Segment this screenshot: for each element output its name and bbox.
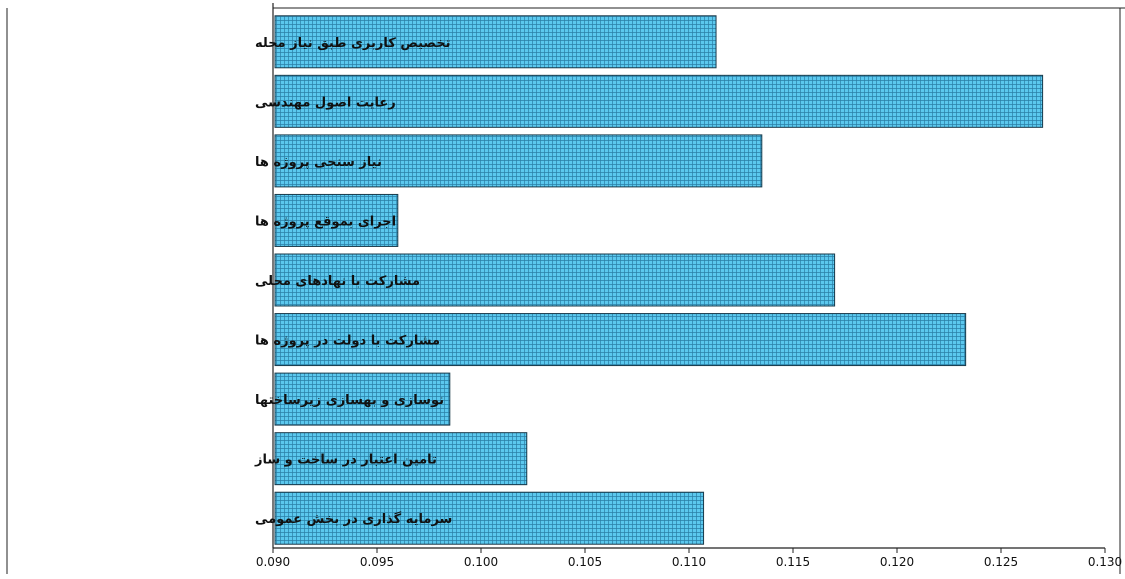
category-label: مشارکت با دولت در پروژه ها [255,334,440,349]
bar [274,15,717,69]
category-label: تامین اعتبار در ساخت و ساز [254,453,437,468]
category-label: اجرای بموقع پروژه ها [255,214,396,229]
x-tick-label: 0.110 [672,555,706,569]
x-tick-label: 0.115 [776,555,810,569]
x-tick-label: 0.100 [464,555,498,569]
category-label: نوسازی و بهسازی زیرساختها [255,393,444,408]
category-label: نیاز سنجی پروژه ها [255,155,382,170]
x-tick-label: 0.090 [256,555,290,569]
bar [274,253,836,307]
category-label: سرمایه گذاری در بخش عمومی [255,511,452,527]
x-tick-label: 0.095 [360,555,394,569]
bar [274,313,967,367]
category-label: رعایت اصول مهندسی [255,95,396,110]
bar [274,193,399,247]
x-tick-label: 0.125 [984,555,1018,569]
bar [274,432,528,486]
category-label: مشارکت با نهادهای محلی [255,274,420,289]
x-tick-label: 0.130 [1088,555,1122,569]
bar [274,134,763,188]
category-label: تخصیص کاربری طبق نیاز محله [255,36,450,51]
bar [274,372,451,426]
bar [274,491,705,545]
x-tick-label: 0.105 [568,555,602,569]
x-axis-ticks: 0.090 0.095 0.100 0.105 0.110 0.115 0.120 0.125… [256,548,1122,569]
bars-layer [274,15,1044,545]
bar [274,74,1044,128]
category-labels: تخصیص کاربری طبق نیاز محله رعایت اصول مهن… [254,36,452,527]
x-tick-label: 0.120 [880,555,914,569]
